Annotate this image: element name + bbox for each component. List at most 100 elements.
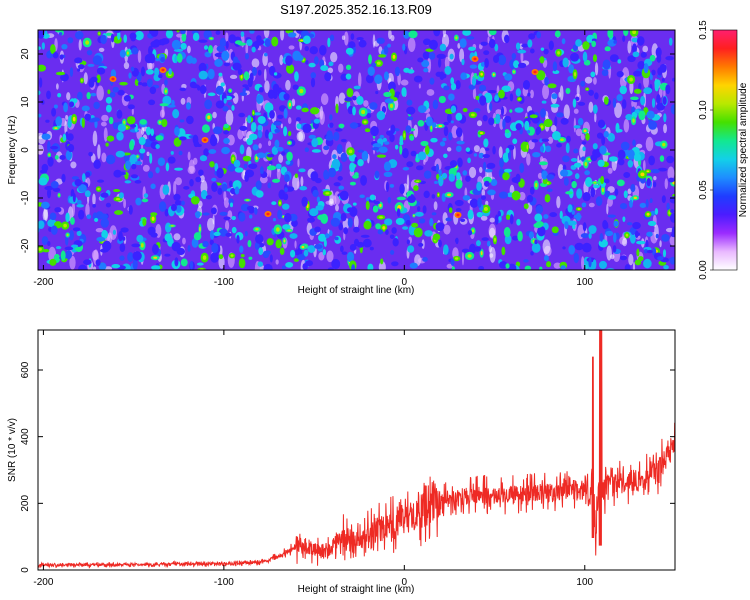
heatmap-blob xyxy=(313,56,319,65)
heatmap-hotspot-core xyxy=(266,212,270,216)
heatmap-blob xyxy=(450,120,454,124)
heatmap-blob xyxy=(422,205,427,214)
heatmap-blob xyxy=(334,236,339,241)
heatmap-blob xyxy=(538,161,548,166)
heatmap-blob xyxy=(310,77,316,88)
heatmap-blob xyxy=(399,135,404,145)
heatmap-blob xyxy=(570,52,580,62)
heatmap-streak xyxy=(573,108,579,114)
heatmap-blob xyxy=(338,185,345,190)
line-x-tick-label: 0 xyxy=(402,577,408,588)
heatmap-hotspot-core xyxy=(473,57,477,61)
heatmap-blob xyxy=(65,150,72,161)
heatmap-blob xyxy=(266,165,277,171)
heatmap-streak xyxy=(104,266,113,270)
heatmap-blob xyxy=(450,258,455,266)
heatmap-blob xyxy=(266,153,275,158)
heatmap-blob xyxy=(413,75,423,83)
heatmap-blob xyxy=(237,42,247,46)
heatmap-blob xyxy=(74,30,84,40)
heatmap-blob xyxy=(369,194,376,201)
heatmap-streak xyxy=(296,180,300,189)
heatmap-blob xyxy=(198,39,208,43)
heatmap-streak xyxy=(443,224,451,235)
heatmap-blob xyxy=(211,182,218,193)
heatmap-blob xyxy=(310,107,320,115)
heatmap-blob xyxy=(543,118,553,128)
heatmap-blob xyxy=(403,31,410,39)
heatmap-blob xyxy=(219,37,226,47)
heatmap-blob xyxy=(84,113,91,121)
heatmap-peak xyxy=(136,155,139,158)
heatmap-blob xyxy=(67,37,74,44)
heatmap-streak xyxy=(667,166,675,181)
heatmap-peak xyxy=(633,196,637,199)
heatmap-hotspot-core xyxy=(456,213,460,217)
heatmap-peak xyxy=(164,89,167,93)
heatmap-blob xyxy=(421,59,430,68)
heatmap-blob xyxy=(132,251,142,261)
heatmap-blob xyxy=(415,165,424,171)
heatmap-blob xyxy=(38,64,46,72)
heatmap-blob xyxy=(405,125,412,133)
heatmap-blob xyxy=(509,213,514,225)
heatmap-blob xyxy=(119,81,128,86)
heatmap-blob xyxy=(424,230,433,237)
heatmap-blob xyxy=(552,61,558,72)
heatmap-peak xyxy=(601,187,604,193)
heatmap-blob xyxy=(550,103,560,108)
heatmap-streak xyxy=(476,120,483,127)
heatmap-blob xyxy=(142,218,147,226)
heatmap-blob xyxy=(198,62,207,73)
heatmap-blob xyxy=(273,121,282,126)
line-x-tick-label: 100 xyxy=(576,577,593,588)
heatmap-blob xyxy=(584,170,591,176)
heatmap-blob xyxy=(76,204,84,208)
heatmap-blob xyxy=(448,207,453,214)
heatmap-streak xyxy=(614,102,623,119)
heatmap-blob xyxy=(86,214,92,220)
heatmap-peak xyxy=(535,182,538,188)
heatmap-blob xyxy=(443,121,449,126)
heatmap-blob xyxy=(365,74,374,84)
heatmap-blob xyxy=(41,201,50,209)
heatmap-blob xyxy=(554,30,561,38)
heatmap-blob xyxy=(614,188,619,196)
heatmap-peak xyxy=(376,61,381,65)
heatmap-blob xyxy=(430,137,438,143)
heatmap-blob xyxy=(632,51,640,58)
heatmap-blob xyxy=(303,249,309,257)
heatmap-streak xyxy=(406,174,410,190)
heatmap-streak xyxy=(92,130,98,147)
heatmap-blob xyxy=(248,163,258,169)
heatmap-streak xyxy=(187,45,191,54)
heatmap-blob xyxy=(356,36,364,41)
heatmap-blob xyxy=(648,118,652,122)
heatmap-blob xyxy=(357,149,365,153)
heatmap-streak xyxy=(320,93,329,105)
heatmap-x-tick-label: -100 xyxy=(214,277,234,288)
heatmap-blob xyxy=(547,83,557,89)
heatmap-blob xyxy=(65,212,70,223)
heatmap-blob xyxy=(316,196,321,203)
heatmap-blob xyxy=(284,187,288,193)
heatmap-blob xyxy=(443,85,450,91)
heatmap-blob xyxy=(167,156,176,164)
heatmap-blob xyxy=(469,64,478,69)
heatmap-peak xyxy=(58,194,60,197)
heatmap-blob xyxy=(77,91,83,101)
heatmap-peak xyxy=(540,125,544,129)
heatmap-streak xyxy=(358,72,362,88)
heatmap-blob xyxy=(55,246,62,250)
heatmap-blob xyxy=(649,54,656,62)
heatmap-blob xyxy=(548,40,554,51)
heatmap-blob xyxy=(551,226,559,234)
heatmap-blob xyxy=(612,97,617,108)
heatmap-blob xyxy=(106,154,116,165)
heatmap-blob xyxy=(257,69,262,76)
heatmap-blob xyxy=(78,264,88,270)
heatmap-streak xyxy=(580,133,585,141)
heatmap-blob xyxy=(523,203,529,210)
heatmap-blob xyxy=(209,230,215,240)
heatmap-streak xyxy=(161,103,165,118)
